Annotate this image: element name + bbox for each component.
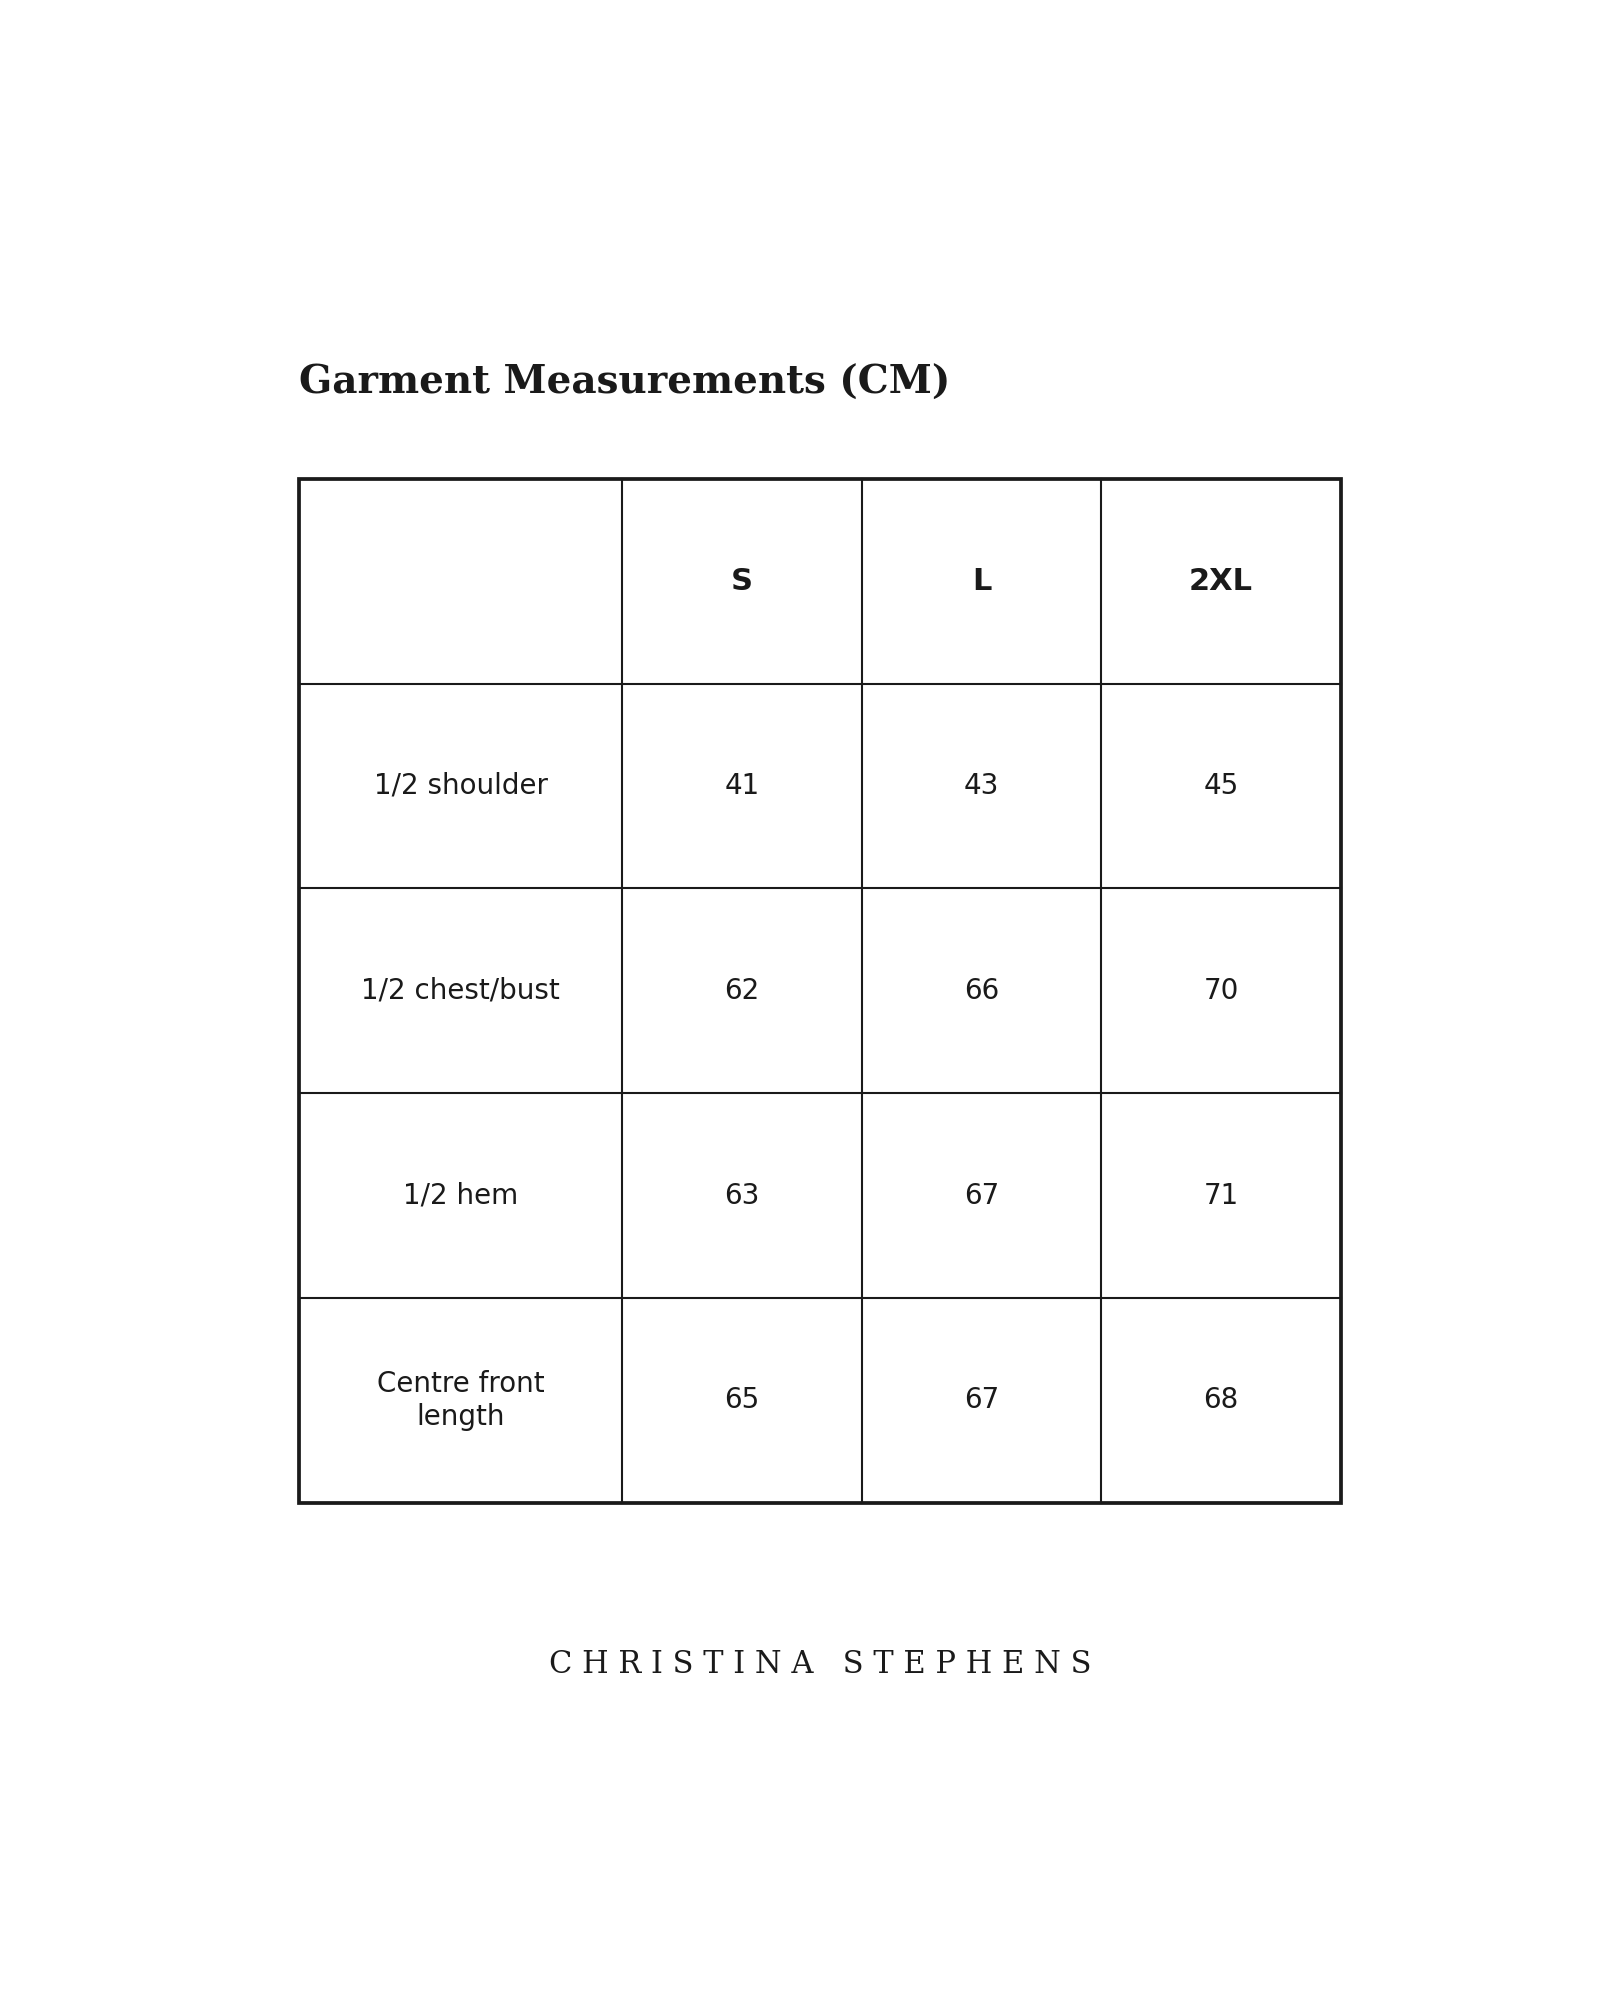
Text: 41: 41 [725, 772, 760, 800]
Text: 67: 67 [963, 1386, 998, 1414]
Text: 67: 67 [963, 1182, 998, 1210]
Text: 71: 71 [1203, 1182, 1238, 1210]
Text: 66: 66 [963, 976, 998, 1004]
Text: 1/2 hem: 1/2 hem [403, 1182, 518, 1210]
Bar [299, 478, 1341, 1502]
Text: 45: 45 [1203, 772, 1238, 800]
Text: L: L [971, 566, 990, 596]
Text: S: S [731, 566, 754, 596]
Text: 1/2 chest/bust: 1/2 chest/bust [362, 976, 560, 1004]
Text: 68: 68 [1203, 1386, 1238, 1414]
Text: 62: 62 [725, 976, 760, 1004]
Text: C H R I S T I N A   S T E P H E N S: C H R I S T I N A S T E P H E N S [549, 1648, 1091, 1680]
Text: 70: 70 [1203, 976, 1238, 1004]
Text: Garment Measurements (CM): Garment Measurements (CM) [299, 364, 950, 402]
Text: 63: 63 [725, 1182, 760, 1210]
Text: 1/2 shoulder: 1/2 shoulder [374, 772, 547, 800]
Text: 2XL: 2XL [1189, 566, 1253, 596]
Text: 65: 65 [725, 1386, 760, 1414]
Text: Centre front
length: Centre front length [378, 1370, 544, 1430]
Text: 43: 43 [963, 772, 998, 800]
